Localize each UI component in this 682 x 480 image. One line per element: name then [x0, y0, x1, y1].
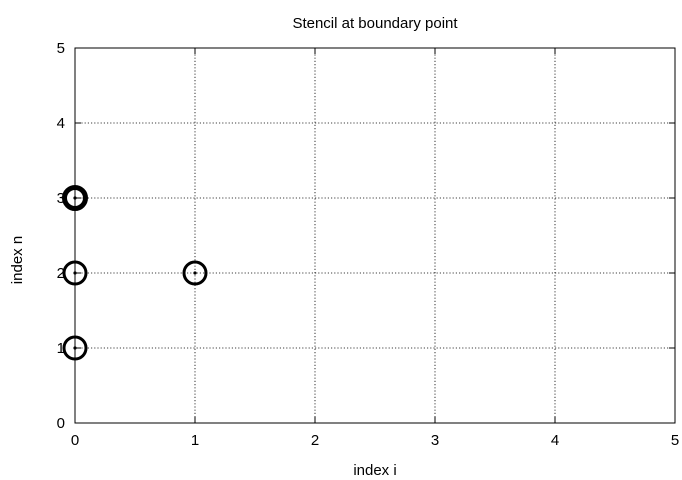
chart-title: Stencil at boundary point — [292, 15, 458, 32]
x-tick-label: 2 — [311, 432, 319, 449]
y-tick-label: 1 — [57, 340, 65, 357]
stencil-point-ring — [62, 335, 88, 361]
y-axis-title: index n — [9, 236, 26, 284]
x-tick-label: 5 — [671, 432, 679, 449]
stencil-point-ring — [62, 260, 88, 286]
stencil-point-center — [73, 196, 77, 200]
y-tick-labels: 0 1 2 3 4 5 — [57, 40, 65, 432]
stencil-point-center — [73, 271, 77, 275]
y-tick-label: 3 — [57, 190, 65, 207]
stencil-point — [182, 260, 208, 286]
stencil-point — [62, 185, 88, 211]
stencil-point-center — [73, 346, 77, 350]
y-tick-label: 5 — [57, 40, 65, 57]
stencil-point — [62, 260, 88, 286]
y-tick-label: 0 — [57, 415, 65, 432]
x-tick-label: 1 — [191, 432, 199, 449]
data-points — [62, 185, 208, 361]
axis-ticks — [74, 47, 676, 424]
stencil-point-ring — [62, 185, 88, 211]
x-axis-title: index i — [353, 462, 396, 479]
x-tick-label: 3 — [431, 432, 439, 449]
stencil-point — [62, 335, 88, 361]
y-tick-label: 2 — [57, 265, 65, 282]
plot-frame — [74, 47, 676, 424]
grid-lines — [75, 48, 675, 423]
x-tick-label: 4 — [551, 432, 559, 449]
x-tick-label: 0 — [71, 432, 79, 449]
y-tick-label: 4 — [57, 115, 65, 132]
stencil-point-ring — [182, 260, 208, 286]
x-tick-labels: 0 1 2 3 4 5 — [71, 432, 679, 449]
stencil-point-center — [193, 271, 197, 275]
